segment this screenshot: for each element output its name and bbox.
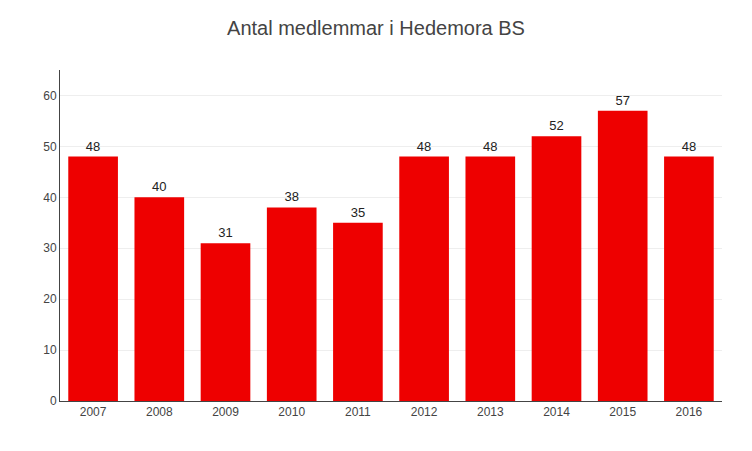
- svg-text:48: 48: [417, 139, 431, 154]
- svg-text:2013: 2013: [477, 405, 504, 419]
- svg-text:40: 40: [152, 179, 166, 194]
- svg-text:0: 0: [50, 394, 57, 408]
- svg-text:2014: 2014: [543, 405, 570, 419]
- svg-text:Antal medlemmar i Hedemora BS: Antal medlemmar i Hedemora BS: [227, 17, 525, 39]
- svg-text:2008: 2008: [146, 405, 173, 419]
- svg-text:20: 20: [43, 292, 57, 306]
- svg-text:38: 38: [284, 189, 298, 204]
- svg-text:35: 35: [351, 205, 365, 220]
- svg-text:48: 48: [682, 139, 696, 154]
- svg-text:2011: 2011: [345, 405, 371, 419]
- svg-text:2007: 2007: [80, 405, 107, 419]
- svg-text:50: 50: [43, 140, 57, 154]
- svg-text:2016: 2016: [676, 405, 703, 419]
- svg-text:2015: 2015: [609, 405, 636, 419]
- svg-text:48: 48: [483, 139, 497, 154]
- svg-text:48: 48: [86, 139, 100, 154]
- svg-text:40: 40: [43, 191, 57, 205]
- svg-text:31: 31: [218, 225, 232, 240]
- svg-text:30: 30: [43, 241, 57, 255]
- svg-text:57: 57: [615, 93, 629, 108]
- svg-text:2010: 2010: [278, 405, 305, 419]
- svg-text:10: 10: [43, 343, 57, 357]
- svg-text:2012: 2012: [411, 405, 438, 419]
- svg-text:2009: 2009: [212, 405, 239, 419]
- svg-text:52: 52: [549, 118, 563, 133]
- svg-text:60: 60: [43, 89, 57, 103]
